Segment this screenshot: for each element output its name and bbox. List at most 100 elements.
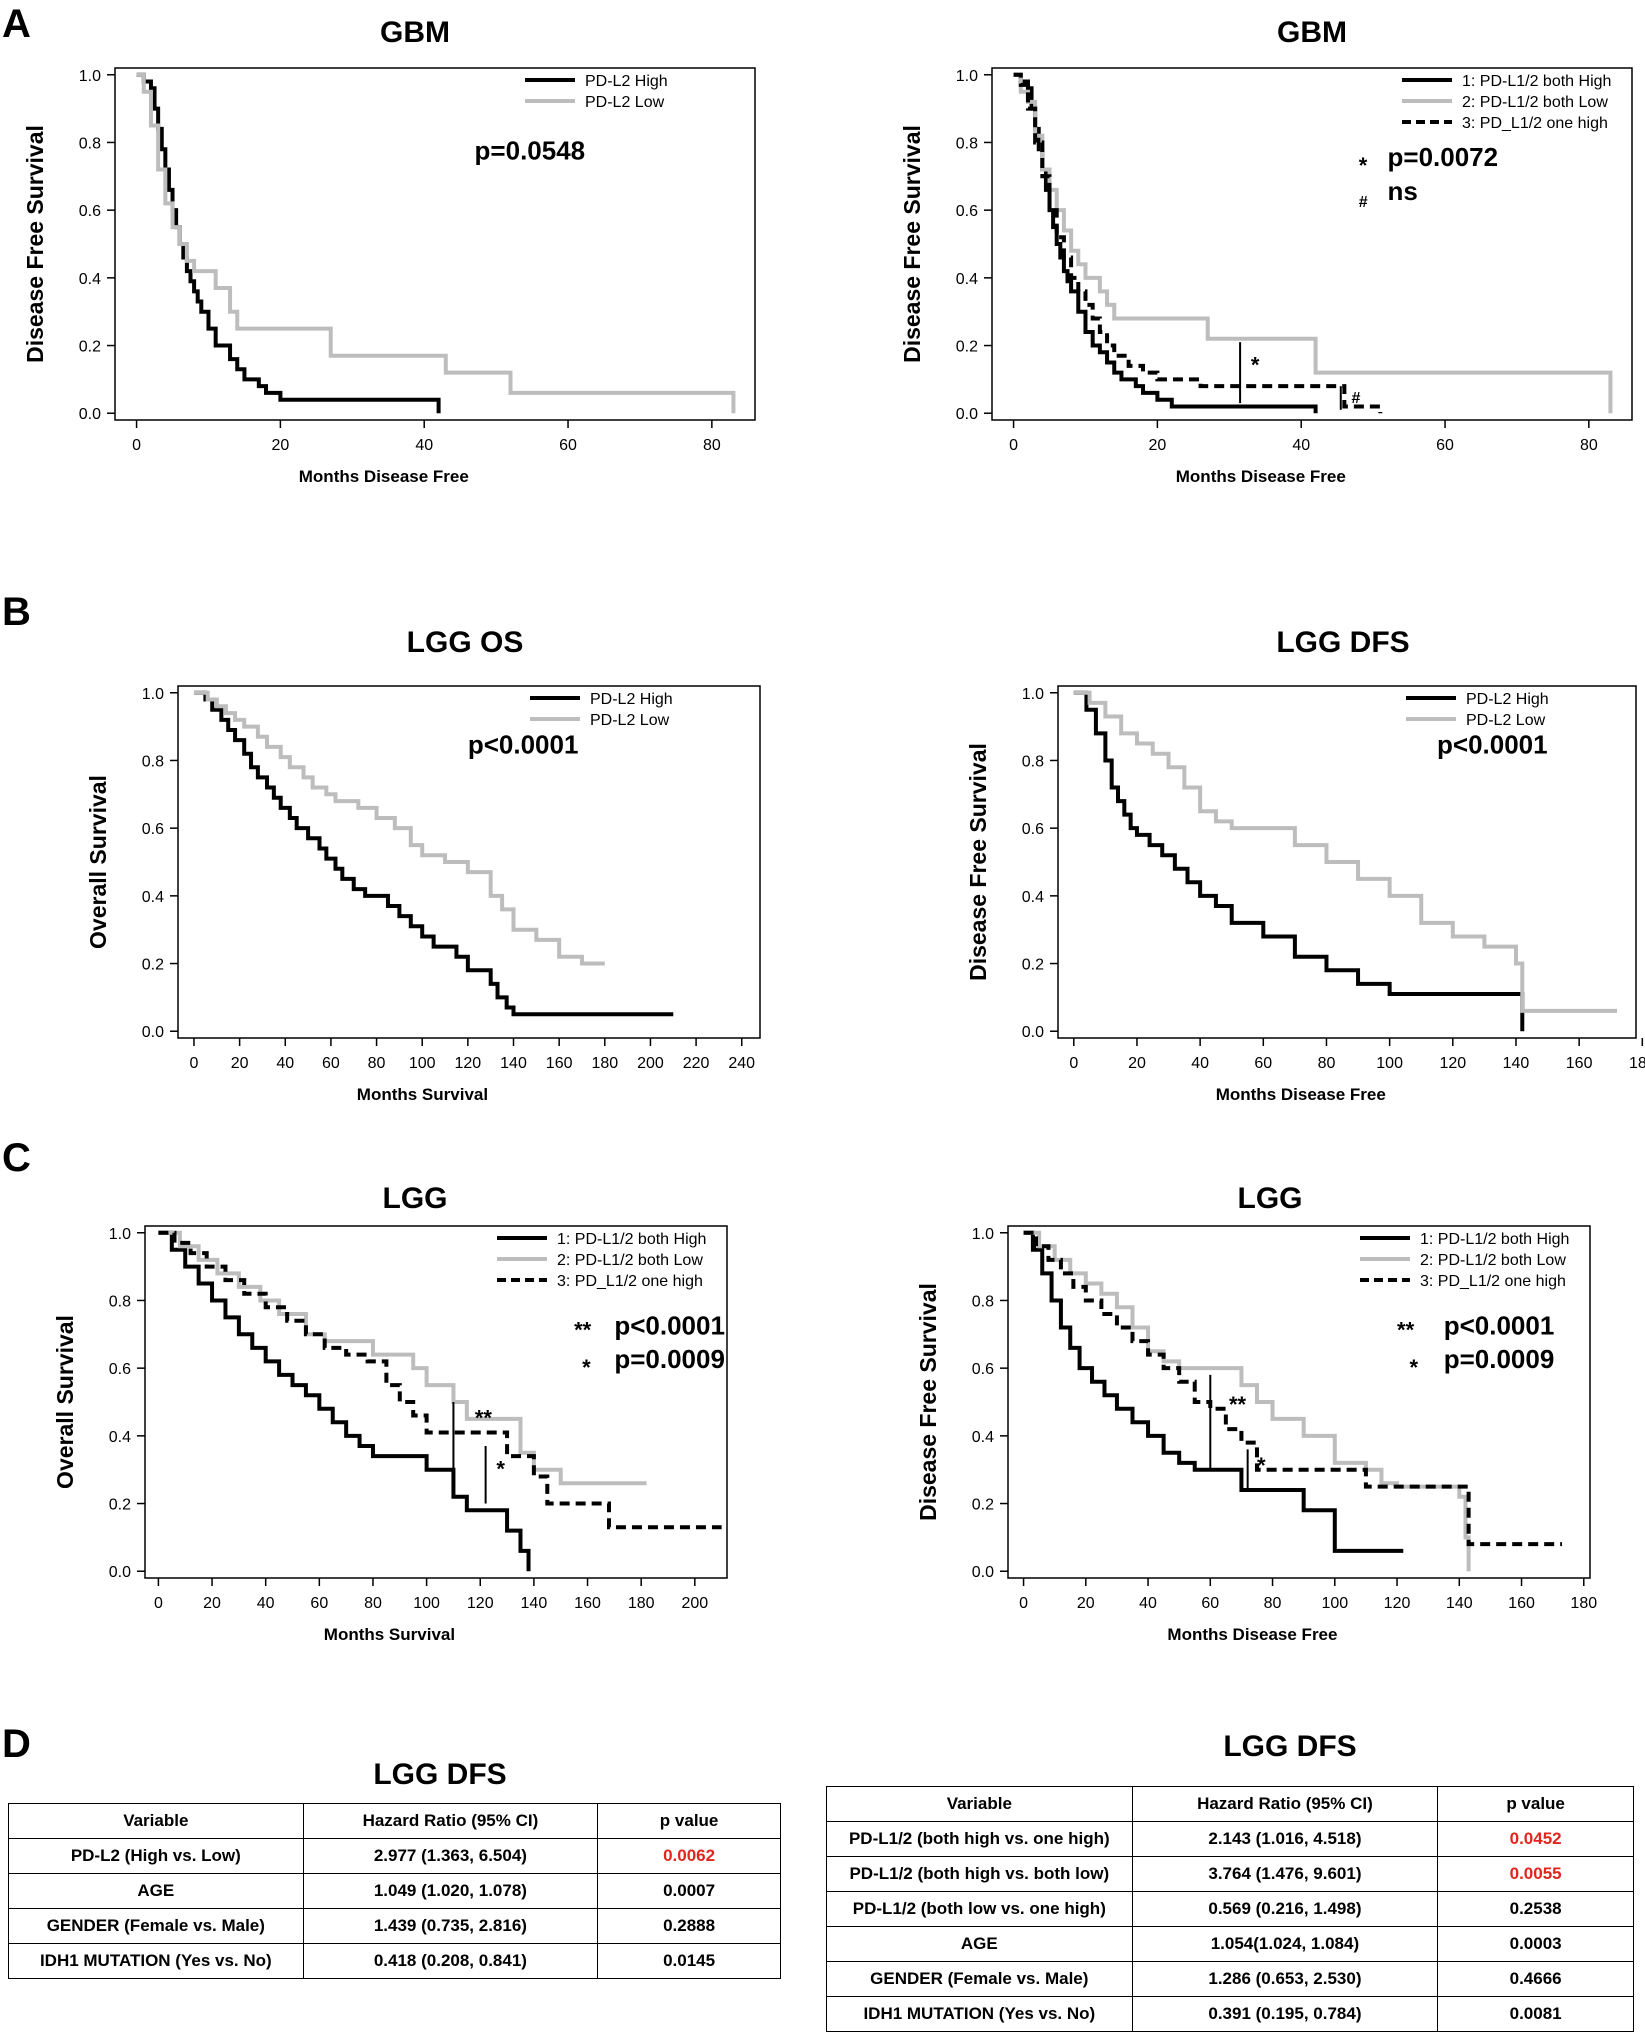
x-tick-label: 20: [1148, 437, 1166, 454]
x-tick-label: 0: [132, 437, 141, 454]
legend-label-1: 1: PD-L1/2 both High: [557, 1231, 706, 1248]
significance-symbol: **: [1229, 1392, 1247, 1417]
chart-title: GBM: [380, 16, 450, 49]
plot-frame: [177, 685, 761, 1039]
p-value-cell: 0.0007: [597, 1873, 781, 1909]
y-tick-label: 0.0: [79, 406, 101, 423]
variable-cell: GENDER (Female vs. Male): [826, 1961, 1133, 1997]
table-row: IDH1 MUTATION (Yes vs. No) 0.391 (0.195, …: [826, 1996, 1634, 2032]
p-value-cell: 0.0081: [1437, 1996, 1634, 2032]
x-tick-label: 100: [409, 1055, 436, 1072]
x-tick-label: 80: [368, 1055, 386, 1072]
y-tick-label: 0.6: [109, 1361, 131, 1378]
significance-symbol: *: [1251, 353, 1260, 378]
y-tick-label: 0.0: [972, 1564, 994, 1581]
x-tick-label: 200: [637, 1055, 664, 1072]
y-tick-label: 0.8: [956, 135, 978, 152]
table-header-cell: Variable: [826, 1786, 1133, 1822]
x-tick-label: 120: [1384, 1595, 1411, 1612]
significance-symbol: **: [574, 1318, 592, 1343]
x-tick-label: 120: [1439, 1055, 1466, 1072]
legend-label-2: 2: PD-L1/2 both Low: [1420, 1252, 1566, 1269]
series-line-1: [1073, 690, 1525, 1032]
variable-cell: IDH1 MUTATION (Yes vs. No): [8, 1943, 304, 1979]
p-value-cell: 0.0003: [1437, 1926, 1634, 1962]
x-tick-label: 40: [1292, 437, 1310, 454]
legend-label-3: 3: PD_L1/2 one high: [557, 1273, 703, 1290]
significance-symbol: *: [496, 1456, 505, 1481]
table-row: AGE 1.054(1.024, 1.084) 0.0003: [826, 1926, 1634, 1962]
x-tick-label: 0: [190, 1055, 199, 1072]
x-axis-label: Months Disease Free: [1176, 467, 1346, 486]
x-tick-label: 160: [546, 1055, 573, 1072]
y-tick-label: 0.0: [109, 1564, 131, 1581]
x-tick-label: 20: [231, 1055, 249, 1072]
p-value-cell: 0.0452: [1437, 1821, 1634, 1857]
x-tick-label: 120: [455, 1055, 482, 1072]
series-line-2: [193, 690, 605, 966]
legend-label-1: PD-L2 High: [590, 691, 673, 708]
variable-cell: PD-L1/2 (both low vs. one high): [826, 1891, 1133, 1927]
x-axis-label: Months Survival: [357, 1085, 488, 1104]
hazard-ratio-cell: 2.977 (1.363, 6.504): [302, 1838, 599, 1874]
variable-cell: PD-L1/2 (both high vs. one high): [826, 1821, 1133, 1857]
x-tick-label: 180: [591, 1055, 618, 1072]
p-value-cell: 0.0145: [597, 1943, 781, 1979]
y-tick-label: 0.6: [1022, 821, 1044, 838]
table-header-row: Variable Hazard Ratio (95% CI) p value: [8, 1803, 781, 1839]
x-tick-label: 20: [203, 1595, 221, 1612]
p-value-annotation: p=0.0072: [1388, 142, 1499, 172]
legend-label-3: 3: PD_L1/2 one high: [1420, 1273, 1566, 1290]
x-tick-label: 60: [1254, 1055, 1272, 1072]
p-value-annotation: p<0.0001: [1437, 730, 1548, 760]
x-tick-label: 160: [574, 1595, 601, 1612]
hazard-ratio-cell: 0.418 (0.208, 0.841): [302, 1943, 599, 1979]
x-tick-label: 160: [1508, 1595, 1535, 1612]
series-line-2: [136, 72, 736, 414]
table-row: PD-L1/2 (both low vs. one high) 0.569 (0.…: [826, 1891, 1634, 1927]
x-tick-label: 20: [1077, 1595, 1095, 1612]
x-tick-label: 140: [1503, 1055, 1530, 1072]
x-tick-label: 60: [310, 1595, 328, 1612]
y-tick-label: 0.0: [1022, 1024, 1044, 1041]
hazard-ratio-cell: 1.439 (0.735, 2.816): [302, 1908, 599, 1944]
table-row: IDH1 MUTATION (Yes vs. No) 0.418 (0.208, …: [8, 1943, 781, 1979]
p-value-cell: 0.2888: [597, 1908, 781, 1944]
chart-title: LGG: [1238, 1182, 1303, 1215]
x-tick-label: 80: [703, 437, 721, 454]
series-line-1: [1023, 1230, 1404, 1553]
variable-cell: AGE: [826, 1926, 1133, 1962]
x-tick-label: 40: [257, 1595, 275, 1612]
hazard-ratio-cell: 1.286 (0.653, 2.530): [1131, 1961, 1439, 1997]
x-tick-label: 20: [1128, 1055, 1146, 1072]
significance-symbol: *: [1409, 1355, 1418, 1380]
x-tick-label: 100: [1321, 1595, 1348, 1612]
series-line-2: [158, 1230, 647, 1486]
legend-label-2: 2: PD-L1/2 both Low: [557, 1252, 703, 1269]
series-line-3: [1013, 72, 1383, 414]
significance-symbol: **: [1397, 1318, 1415, 1343]
x-tick-label: 60: [1201, 1595, 1219, 1612]
x-tick-label: 40: [1139, 1595, 1157, 1612]
series-line-1: [1013, 72, 1318, 414]
hazard-ratio-cell: 0.391 (0.195, 0.784): [1131, 1996, 1439, 2032]
series-line-2: [1073, 690, 1618, 1013]
chart-title: LGG OS: [407, 626, 524, 659]
x-axis-label: Months Disease Free: [299, 467, 469, 486]
significance-symbol: #: [1352, 390, 1361, 407]
y-axis-label: Overall Survival: [52, 1315, 78, 1489]
x-tick-label: 60: [559, 437, 577, 454]
p-value-cell: 0.0062: [597, 1838, 781, 1874]
x-tick-label: 140: [521, 1595, 548, 1612]
y-tick-label: 0.4: [142, 889, 164, 906]
table-right: Variable Hazard Ratio (95% CI) p value PD-L…: [826, 1786, 1634, 2032]
p-value-cell: 0.4666: [1437, 1961, 1634, 1997]
significance-symbol: #: [1359, 194, 1368, 211]
y-tick-label: 1.0: [956, 68, 978, 85]
series-line-1: [158, 1230, 531, 1572]
legend-label-3: 3: PD_L1/2 one high: [1462, 115, 1608, 132]
plot-frame: [144, 1225, 728, 1579]
p-value-annotation: p<0.0001: [468, 730, 579, 760]
panel-letter-c: C: [2, 1136, 31, 1180]
panel-letter-a: A: [2, 2, 31, 46]
